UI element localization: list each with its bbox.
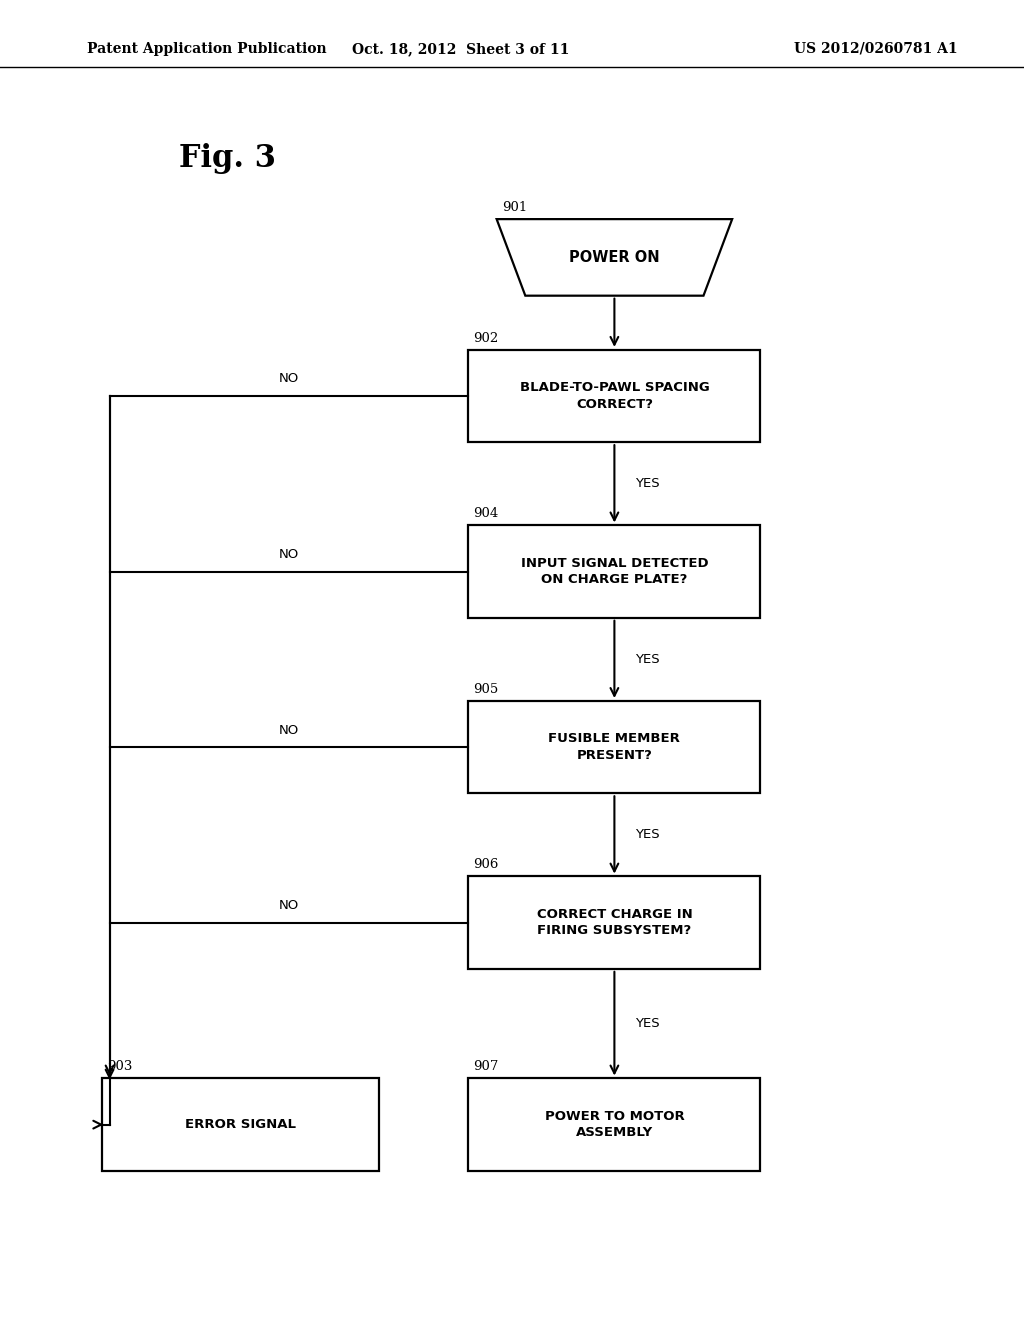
Text: YES: YES <box>635 829 659 841</box>
Text: ERROR SIGNAL: ERROR SIGNAL <box>185 1118 296 1131</box>
Text: NO: NO <box>279 372 299 385</box>
FancyBboxPatch shape <box>469 525 760 618</box>
Text: Fig. 3: Fig. 3 <box>179 143 276 174</box>
Text: NO: NO <box>279 899 299 912</box>
Text: 905: 905 <box>473 682 499 696</box>
Text: POWER ON: POWER ON <box>569 249 659 265</box>
Text: 901: 901 <box>502 201 527 214</box>
Text: INPUT SIGNAL DETECTED
ON CHARGE PLATE?: INPUT SIGNAL DETECTED ON CHARGE PLATE? <box>520 557 709 586</box>
Text: CORRECT CHARGE IN
FIRING SUBSYSTEM?: CORRECT CHARGE IN FIRING SUBSYSTEM? <box>537 908 692 937</box>
FancyBboxPatch shape <box>469 1078 760 1171</box>
Text: US 2012/0260781 A1: US 2012/0260781 A1 <box>794 42 957 55</box>
Text: YES: YES <box>635 478 659 490</box>
Text: Patent Application Publication: Patent Application Publication <box>87 42 327 55</box>
FancyBboxPatch shape <box>469 350 760 442</box>
Polygon shape <box>497 219 732 296</box>
Text: NO: NO <box>279 548 299 561</box>
Text: 907: 907 <box>473 1060 499 1073</box>
Text: BLADE-TO-PAWL SPACING
CORRECT?: BLADE-TO-PAWL SPACING CORRECT? <box>519 381 710 411</box>
Text: FUSIBLE MEMBER
PRESENT?: FUSIBLE MEMBER PRESENT? <box>549 733 680 762</box>
FancyBboxPatch shape <box>469 876 760 969</box>
Text: 904: 904 <box>473 507 499 520</box>
Text: Oct. 18, 2012  Sheet 3 of 11: Oct. 18, 2012 Sheet 3 of 11 <box>352 42 569 55</box>
Text: NO: NO <box>279 723 299 737</box>
FancyBboxPatch shape <box>102 1078 379 1171</box>
FancyBboxPatch shape <box>469 701 760 793</box>
Text: 902: 902 <box>473 331 499 345</box>
Text: 906: 906 <box>473 858 499 871</box>
Text: YES: YES <box>635 1018 659 1030</box>
Text: YES: YES <box>635 653 659 665</box>
Text: POWER TO MOTOR
ASSEMBLY: POWER TO MOTOR ASSEMBLY <box>545 1110 684 1139</box>
Text: 903: 903 <box>108 1060 133 1073</box>
